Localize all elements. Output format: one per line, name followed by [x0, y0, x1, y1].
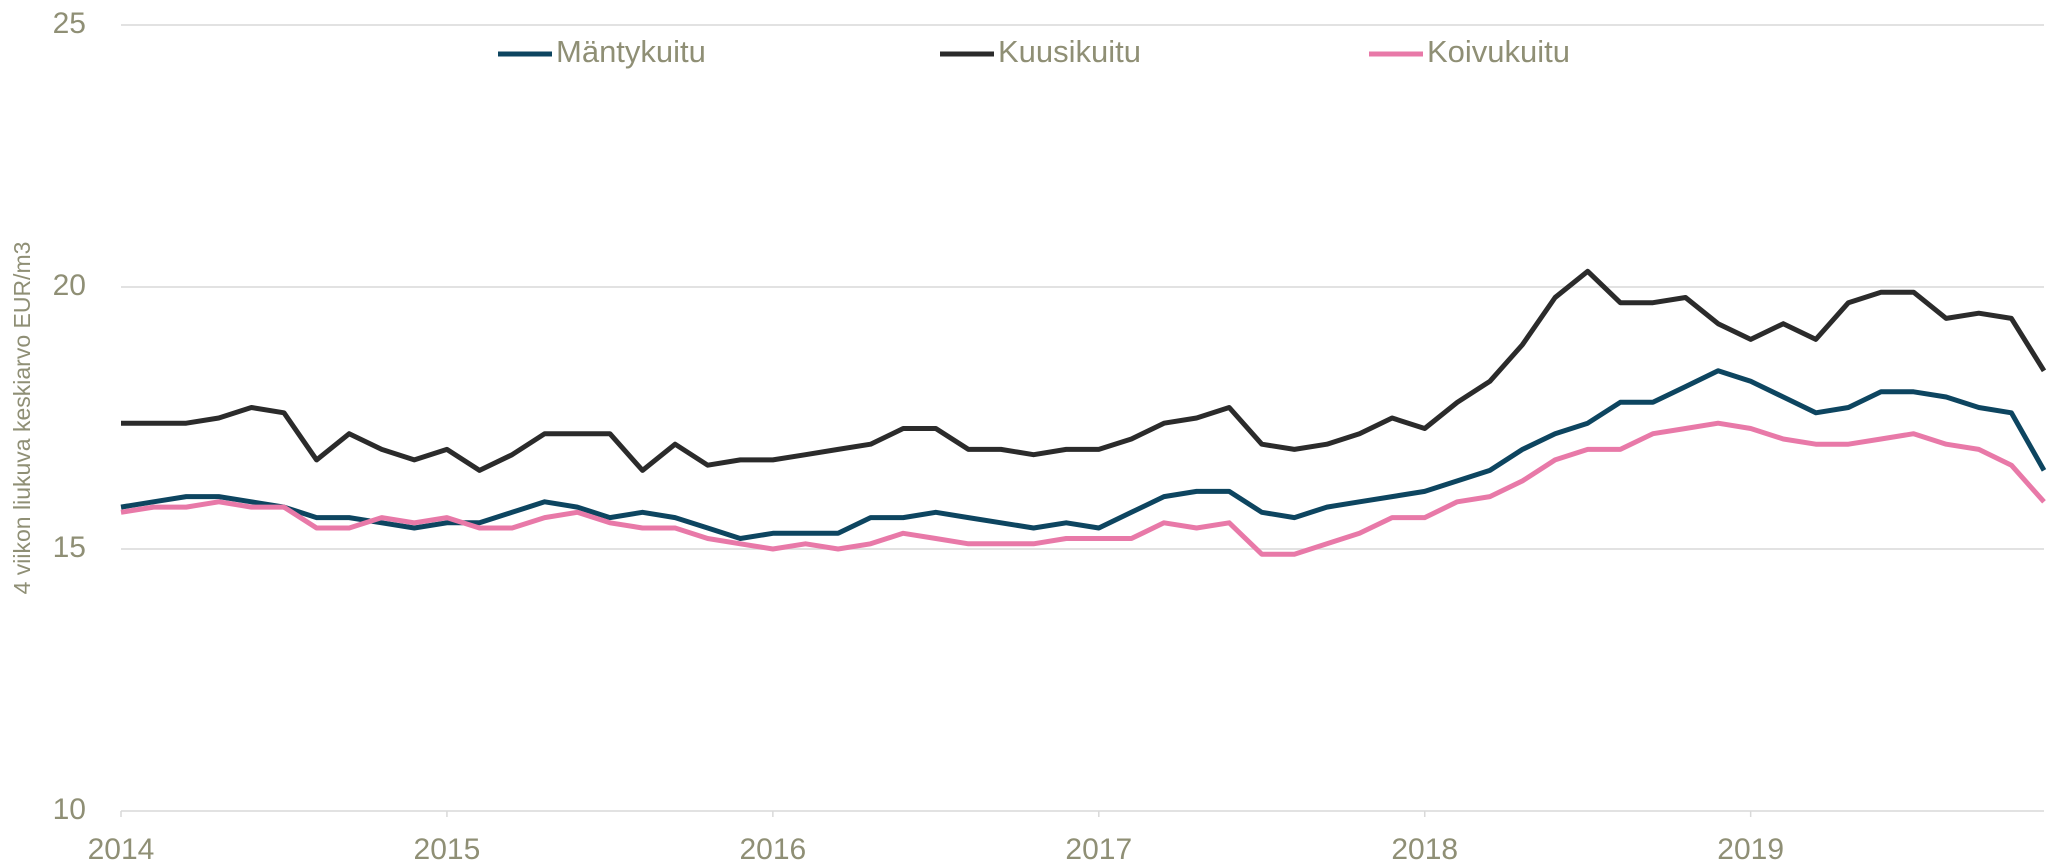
legend-label: Kuusikuitu — [998, 34, 1141, 69]
y-tick-label: 25 — [53, 7, 86, 40]
x-tick-label: 2015 — [414, 833, 481, 866]
x-tick-label: 2016 — [739, 833, 806, 866]
x-tick-label: 2014 — [88, 833, 155, 866]
legend-label: Mäntykuitu — [556, 34, 706, 69]
y-axis-label: 4 viikon liukuva keskiarvo EUR/m3 — [9, 242, 35, 595]
series-line — [121, 268, 2047, 473]
legend-label: Koivukuitu — [1427, 34, 1570, 69]
y-tick-label: 20 — [53, 269, 86, 302]
series-line — [120, 368, 2047, 541]
y-tick-label: 15 — [53, 531, 86, 564]
x-tick-label: 2019 — [1717, 833, 1784, 866]
x-tick-label: 2018 — [1391, 833, 1458, 866]
series-line — [120, 420, 2046, 557]
x-tick-label: 2017 — [1065, 833, 1132, 866]
y-tick-label: 10 — [53, 793, 86, 826]
